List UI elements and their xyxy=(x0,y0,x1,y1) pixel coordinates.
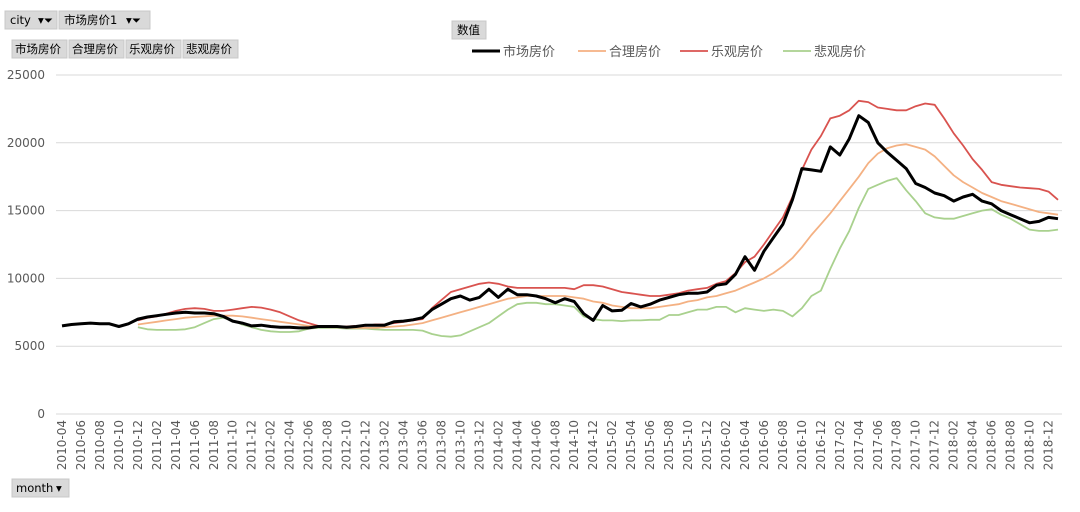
legend-item: 合理房价 xyxy=(578,44,661,60)
x-tick-label: 2011-02 xyxy=(150,420,164,470)
x-tick-label: 2016-06 xyxy=(757,420,771,470)
x-tick-label: 2015-10 xyxy=(681,420,695,470)
x-tick-label: 2014-08 xyxy=(548,420,562,470)
filter-city[interactable]: city ▾⏷ xyxy=(4,10,58,30)
value-field[interactable]: 合理房价 xyxy=(68,39,125,59)
x-tick-label: 2011-12 xyxy=(245,420,259,470)
filter-icon: ▾⏷ xyxy=(126,13,141,27)
field-label: 市场房价 xyxy=(15,42,61,56)
filter-price[interactable]: 市场房价1 ▾⏷ xyxy=(58,10,151,30)
x-tick-label: 2012-06 xyxy=(302,420,316,470)
x-tick-label: 2011-08 xyxy=(207,420,221,470)
legend-label: 乐观房价 xyxy=(711,44,763,60)
x-tick-label: 2013-12 xyxy=(472,420,486,470)
dropdown-icon: ▾ xyxy=(56,481,62,495)
x-tick-label: 2013-10 xyxy=(453,420,467,470)
x-tick-label: 2013-02 xyxy=(378,420,392,470)
legend-label: 合理房价 xyxy=(609,44,661,60)
x-tick-label: 2011-10 xyxy=(226,420,240,470)
x-tick-label: 2018-08 xyxy=(1004,420,1018,470)
x-tick-label: 2018-12 xyxy=(1042,420,1056,470)
series-line xyxy=(137,143,1059,329)
x-tick-label: 2014-06 xyxy=(529,420,543,470)
axis-field-label: month xyxy=(16,481,53,495)
x-tick-label: 2014-12 xyxy=(586,420,600,470)
x-tick-label: 2014-02 xyxy=(491,420,505,470)
x-tick-label: 2015-04 xyxy=(624,420,638,470)
x-tick-label: 2017-08 xyxy=(890,420,904,470)
y-tick-label: 20000 xyxy=(7,136,45,150)
x-tick-label: 2011-06 xyxy=(188,420,202,470)
x-tick-label: 2018-02 xyxy=(947,420,961,470)
legend-item: 悲观房价 xyxy=(783,44,866,60)
x-tick-label: 2010-08 xyxy=(93,420,107,470)
x-tick-label: 2012-08 xyxy=(321,420,335,470)
x-tick-label: 2017-04 xyxy=(852,420,866,470)
x-tick-label: 2013-06 xyxy=(415,420,429,470)
x-tick-label: 2018-10 xyxy=(1023,420,1037,470)
legend-item: 乐观房价 xyxy=(680,44,763,60)
filter-label: 市场房价1 xyxy=(64,13,117,27)
x-tick-label: 2011-04 xyxy=(169,420,183,470)
value-field[interactable]: 乐观房价 xyxy=(125,39,182,59)
x-tick-label: 2014-04 xyxy=(510,420,524,470)
y-tick-label: 15000 xyxy=(7,204,45,218)
x-tick-label: 2013-04 xyxy=(396,420,410,470)
x-tick-label: 2013-08 xyxy=(434,420,448,470)
x-tick-label: 2017-02 xyxy=(833,420,847,470)
x-tick-label: 2018-06 xyxy=(985,420,999,470)
filter-icon: ▾⏷ xyxy=(38,13,53,27)
x-tick-label: 2016-12 xyxy=(814,420,828,470)
x-tick-label: 2016-02 xyxy=(719,420,733,470)
x-tick-label: 2010-06 xyxy=(74,420,88,470)
x-tick-label: 2015-02 xyxy=(605,420,619,470)
legend-item: 市场房价 xyxy=(472,44,555,60)
x-tick-label: 2015-08 xyxy=(662,420,676,470)
y-tick-label: 0 xyxy=(37,407,45,421)
x-tick-label: 2014-10 xyxy=(567,420,581,470)
series-line xyxy=(137,177,1059,338)
x-tick-label: 2017-06 xyxy=(871,420,885,470)
x-tick-label: 2010-12 xyxy=(131,420,145,470)
x-tick-label: 2010-04 xyxy=(55,420,69,470)
series-line xyxy=(137,99,1059,328)
x-tick-label: 2016-10 xyxy=(795,420,809,470)
field-label: 乐观房价 xyxy=(129,42,175,56)
x-tick-label: 2010-10 xyxy=(112,420,126,470)
x-tick-label: 2016-04 xyxy=(738,420,752,470)
x-tick-label: 2012-02 xyxy=(264,420,278,470)
filter-label: city xyxy=(10,13,31,27)
y-tick-label: 25000 xyxy=(7,68,45,82)
x-tick-label: 2015-12 xyxy=(700,420,714,470)
legend-label: 市场房价 xyxy=(503,44,555,60)
x-tick-label: 2017-10 xyxy=(909,420,923,470)
value-field[interactable]: 市场房价 xyxy=(11,39,68,59)
values-label: 数值 xyxy=(457,23,480,37)
y-tick-label: 5000 xyxy=(14,339,45,353)
series-line xyxy=(61,114,1059,330)
x-tick-label: 2012-10 xyxy=(340,420,354,470)
field-label: 悲观房价 xyxy=(186,42,232,56)
x-tick-label: 2016-08 xyxy=(776,420,790,470)
x-tick-label: 2012-04 xyxy=(283,420,297,470)
values-button[interactable]: 数值 xyxy=(451,20,487,40)
x-tick-label: 2018-04 xyxy=(966,420,980,470)
y-tick-label: 10000 xyxy=(7,271,45,285)
x-tick-label: 2015-06 xyxy=(643,420,657,470)
legend-label: 悲观房价 xyxy=(814,44,866,60)
axis-field[interactable]: month ▾ xyxy=(11,478,70,498)
value-field[interactable]: 悲观房价 xyxy=(182,39,239,59)
x-tick-label: 2012-12 xyxy=(359,420,373,470)
field-label: 合理房价 xyxy=(72,42,118,56)
x-tick-label: 2017-12 xyxy=(928,420,942,470)
